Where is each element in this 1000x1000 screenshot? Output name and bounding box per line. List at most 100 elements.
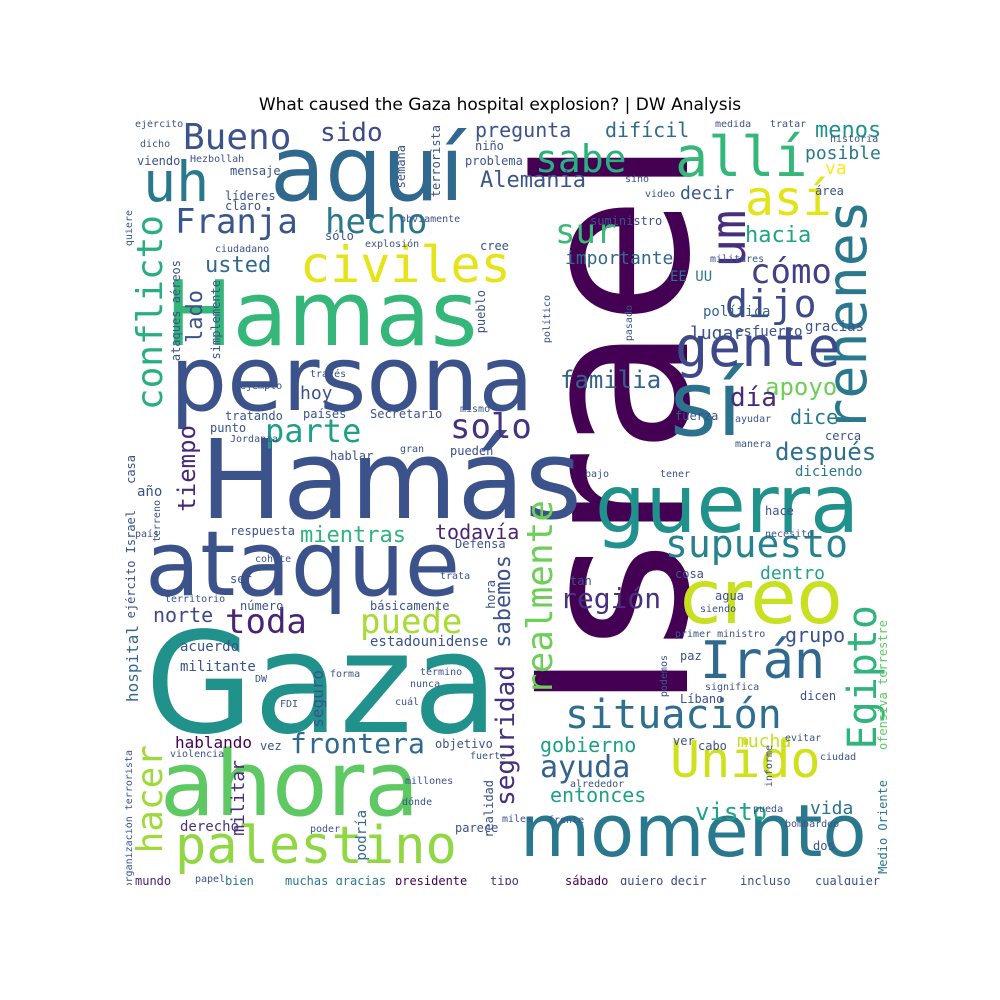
cloud-word: ejército bbox=[135, 120, 184, 130]
cloud-word: difícil bbox=[605, 120, 690, 142]
cloud-word: área bbox=[815, 184, 844, 198]
cloud-word: militares bbox=[710, 254, 765, 265]
cloud-word: ciudadano bbox=[215, 244, 270, 255]
cloud-word: niño bbox=[475, 139, 504, 153]
cloud-word: momento bbox=[520, 789, 867, 873]
cloud-word: violencia bbox=[170, 749, 225, 760]
cloud-word: sábado bbox=[565, 874, 609, 885]
cloud-word: lugar bbox=[690, 323, 745, 344]
cloud-word: seguro bbox=[308, 670, 327, 728]
cloud-word: Bueno bbox=[183, 120, 292, 158]
cloud-word: hospital bbox=[125, 625, 142, 703]
cloud-word: viendo bbox=[137, 154, 181, 168]
cloud-word: creo bbox=[680, 553, 843, 641]
cloud-word: Irán bbox=[700, 631, 826, 691]
cloud-word: EE UU bbox=[670, 269, 713, 285]
cloud-word: guerra bbox=[595, 458, 860, 551]
page-title: What caused the Gaza hospital explosion?… bbox=[258, 95, 742, 115]
cloud-word: objetivo bbox=[435, 737, 493, 751]
cloud-word: fuerte bbox=[470, 751, 507, 762]
cloud-word: Hamás bbox=[200, 416, 582, 544]
cloud-word: cualquier bbox=[815, 874, 881, 885]
cloud-word: frente bbox=[548, 815, 585, 826]
cloud-word: supuesto bbox=[665, 522, 849, 566]
cloud-word: ejército Israel bbox=[125, 510, 138, 619]
cloud-word: bombardeo bbox=[785, 819, 840, 830]
cloud-word: pueda bbox=[753, 804, 784, 815]
cloud-word: manera bbox=[735, 439, 772, 450]
cloud-word: día bbox=[730, 383, 777, 413]
cloud-word: tan bbox=[570, 574, 592, 588]
cloud-word: básicamente bbox=[370, 599, 450, 613]
cloud-word: fuerza bbox=[675, 409, 719, 423]
cloud-word: civiles bbox=[300, 236, 511, 294]
cloud-word: claro bbox=[225, 199, 262, 213]
cloud-word: significa bbox=[705, 682, 760, 693]
cloud-word: medida bbox=[715, 120, 752, 130]
cloud-word: gobierno bbox=[540, 733, 637, 757]
cloud-word: sido bbox=[320, 120, 383, 148]
cloud-word: seguridad bbox=[491, 665, 521, 806]
cloud-word: líderes bbox=[225, 189, 276, 203]
cloud-word: hora bbox=[484, 580, 498, 609]
cloud-word: Jordania bbox=[230, 434, 279, 445]
cloud-word: paz bbox=[680, 649, 702, 663]
cloud-word: nunca bbox=[410, 679, 441, 690]
cloud-word: todavía bbox=[435, 520, 520, 544]
cloud-word: toda bbox=[225, 602, 307, 642]
cloud-word: pueblo bbox=[474, 290, 488, 334]
cloud-word: Alemania bbox=[480, 168, 586, 193]
cloud-word: hace bbox=[765, 504, 794, 518]
cloud-word: ayudar bbox=[735, 414, 772, 425]
cloud-word: cuál bbox=[395, 697, 420, 708]
cloud-word: pasado bbox=[624, 305, 635, 342]
cloud-word: tener bbox=[660, 469, 691, 480]
cloud-word: través bbox=[310, 369, 347, 380]
cloud-word: decir bbox=[680, 183, 735, 204]
cloud-word: cómo bbox=[750, 252, 832, 292]
cloud-word: incluso bbox=[740, 874, 791, 885]
cloud-word: norte bbox=[153, 603, 214, 627]
cloud-word: palestino bbox=[175, 816, 457, 876]
cloud-word: pregunta bbox=[475, 120, 572, 142]
cloud-word: vida bbox=[810, 798, 854, 819]
cloud-word: estadounidense bbox=[370, 634, 489, 650]
cloud-word: gente bbox=[675, 315, 841, 379]
cloud-word: respuesta bbox=[230, 524, 296, 538]
cloud-word: solo bbox=[450, 407, 532, 447]
cloud-word: mientras bbox=[300, 523, 406, 548]
cloud-word: presidente bbox=[395, 874, 468, 885]
cloud-word: gracias bbox=[805, 319, 865, 335]
cloud-word: sur bbox=[555, 212, 617, 252]
cloud-word: sólo bbox=[325, 229, 354, 243]
cloud-word: trata bbox=[440, 571, 471, 582]
cloud-word: año bbox=[137, 484, 163, 500]
cloud-word: país bbox=[135, 529, 160, 540]
cloud-word: dijo bbox=[725, 282, 817, 326]
cloud-word: conflicto bbox=[130, 215, 171, 411]
cloud-word: va bbox=[825, 158, 847, 179]
cloud-word: tratando bbox=[225, 409, 283, 423]
cloud-word: FDI bbox=[280, 699, 299, 710]
cloud-word: familia bbox=[560, 366, 662, 394]
cloud-word: gran bbox=[400, 444, 425, 455]
cloud-word: mismo bbox=[460, 404, 491, 415]
cloud-word: visto bbox=[695, 798, 768, 826]
cloud-word: dónde bbox=[402, 797, 433, 808]
cloud-word: agua bbox=[715, 589, 744, 603]
cloud-word: sabe bbox=[535, 137, 627, 181]
cloud-word: punto bbox=[210, 421, 247, 435]
cloud-word: casa bbox=[125, 455, 138, 484]
cloud-word: allí bbox=[675, 125, 808, 189]
cloud-word: evitar bbox=[785, 733, 822, 744]
cloud-word: Líbano bbox=[680, 692, 724, 706]
cloud-word: tipo bbox=[490, 874, 519, 885]
cloud-word: mucha bbox=[737, 731, 792, 752]
cloud-word: explosión bbox=[365, 239, 420, 250]
cloud-word: número bbox=[240, 599, 284, 613]
cloud-word: militante bbox=[180, 659, 256, 675]
cloud-word: necesito bbox=[765, 529, 814, 540]
cloud-word: acuerdo bbox=[180, 639, 240, 655]
cloud-word: cerca bbox=[825, 429, 862, 443]
cloud-word: Secretario bbox=[370, 407, 443, 421]
